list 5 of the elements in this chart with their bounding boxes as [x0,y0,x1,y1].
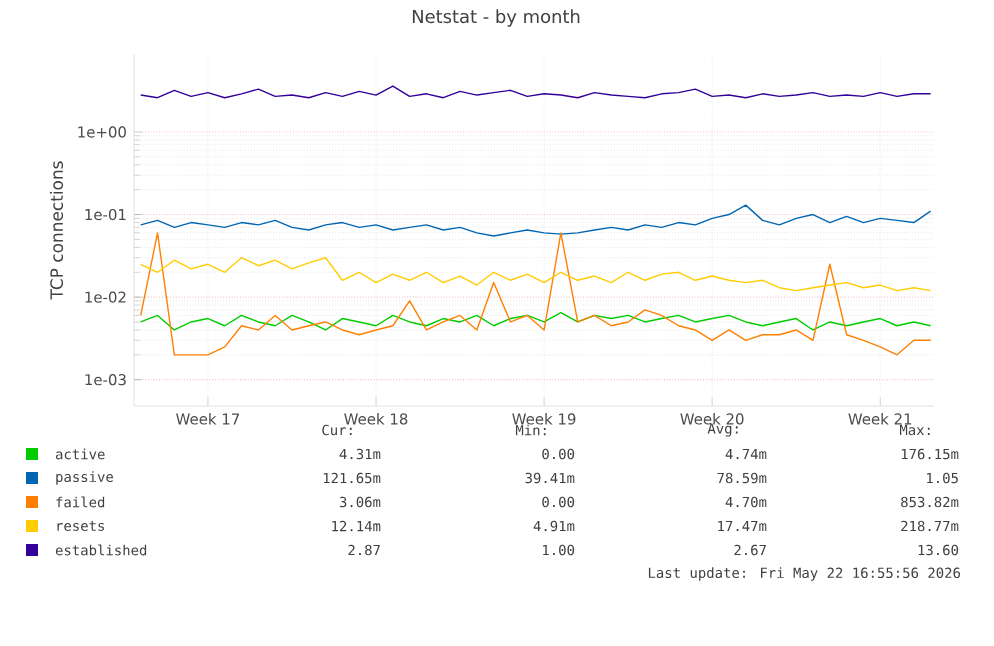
y-axis-title: TCP connections [49,161,64,300]
line-series [140,311,932,331]
chart-title: Netstat - by month [412,9,580,27]
line-series [140,257,932,292]
line-series [140,204,932,237]
